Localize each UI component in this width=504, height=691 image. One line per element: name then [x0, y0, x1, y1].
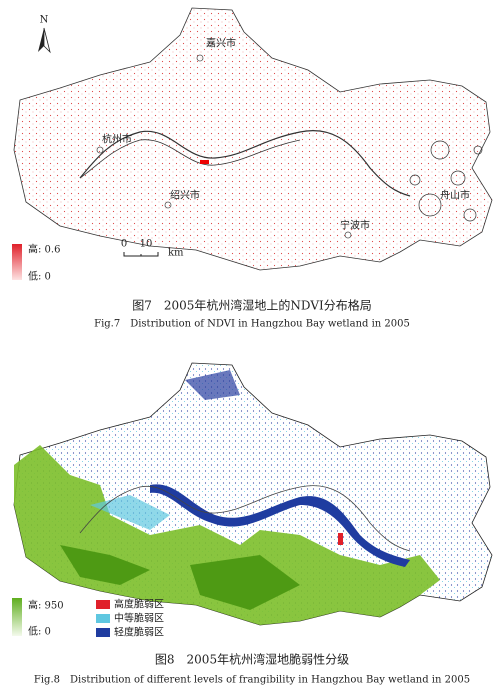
north-arrow: N [38, 15, 51, 54]
legend-low: 低: 0 [28, 270, 51, 283]
legend-swatch [96, 600, 110, 609]
city-label: 舟山市 [440, 189, 470, 202]
north-label: N [40, 15, 49, 26]
scale-unit: km [168, 248, 184, 259]
legend-class: 高度脆弱区 [114, 598, 164, 611]
scale-end: 10 [140, 239, 153, 250]
caption-en: Fig.7 Distribution of NDVI in Hangzhou B… [94, 319, 410, 330]
city-label: 宁波市 [340, 219, 370, 232]
caption-en: Fig.8 Distribution of different levels o… [34, 675, 470, 686]
legend-swatch [96, 614, 110, 623]
city-label: 绍兴市 [170, 189, 200, 202]
legend-class: 轻度脆弱区 [114, 626, 164, 639]
legend-class: 中等脆弱区 [114, 612, 164, 625]
legend-low: 低: 0 [28, 625, 51, 638]
caption-cn: 图7 2005年杭州湾湿地上的NDVI分布格局 [132, 298, 372, 313]
legend-high: 高: 950 [28, 599, 64, 612]
city-label: 嘉兴市 [206, 37, 236, 50]
legend-ramp [12, 244, 22, 280]
map-frangibility [13, 362, 493, 626]
red-patch [200, 160, 209, 164]
legend-swatch [96, 628, 110, 637]
city-label: 杭州市 [102, 133, 132, 146]
map-ndvi [13, 7, 493, 271]
legend-ramp [12, 598, 22, 636]
river [79, 130, 411, 197]
caption-cn: 图8 2005年杭州湾湿地脆弱性分级 [155, 652, 349, 667]
legend-high: 高: 0.6 [28, 243, 60, 256]
scale-bar: 0 10 km [121, 239, 184, 259]
scale-start: 0 [121, 239, 127, 250]
